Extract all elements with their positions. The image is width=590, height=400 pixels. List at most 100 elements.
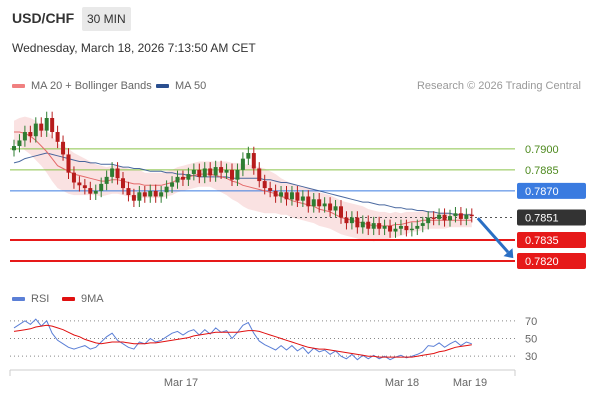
candle-body <box>257 168 262 182</box>
candle-body <box>262 181 267 189</box>
candle-body <box>50 118 55 133</box>
candle-body <box>197 169 202 177</box>
candle-body <box>409 228 414 231</box>
candle-body <box>246 153 251 159</box>
candle-body <box>453 213 458 217</box>
candle-body <box>311 199 316 207</box>
candle-body <box>388 225 393 232</box>
candle-body <box>115 168 120 179</box>
candle-body <box>88 188 93 194</box>
rsi-swatch-icon <box>12 297 25 302</box>
ma50-swatch-icon <box>156 84 169 89</box>
candle-body <box>66 154 71 173</box>
candle-body <box>398 225 403 229</box>
candle-body <box>12 146 16 151</box>
candle-body <box>219 167 224 173</box>
x-tick-label: Mar 19 <box>453 377 487 389</box>
candle-body <box>235 169 240 180</box>
candle-body <box>306 196 311 207</box>
candle-body <box>371 223 376 229</box>
candle-body <box>39 123 44 131</box>
candle-body <box>344 217 349 224</box>
legend-ma50-label: MA 50 <box>175 80 207 92</box>
candle-body <box>170 182 175 187</box>
candle-body <box>22 132 27 141</box>
legend-rsi-ma-label: 9MA <box>81 293 104 305</box>
candle-body <box>328 203 333 211</box>
candle-body <box>104 176 109 184</box>
level-badge-support <box>517 252 586 269</box>
candle-body <box>360 221 365 228</box>
datetime-label: Wednesday, March 18, 2026 7:13:50 AM CET <box>12 41 256 55</box>
candle-body <box>279 192 284 197</box>
candle-body <box>382 225 387 229</box>
candle-body <box>448 216 452 221</box>
candle-body <box>333 206 338 211</box>
level-label-resistance: 0.7900 <box>525 144 559 156</box>
level-label-resistance: 0.7885 <box>525 165 559 177</box>
candle-body <box>191 169 196 175</box>
candle-body <box>110 168 115 177</box>
level-label-support: 0.7835 <box>525 235 559 247</box>
candle-body <box>137 192 142 201</box>
candle-body <box>159 192 164 197</box>
candle-body <box>273 190 278 197</box>
rsi-tick-label: 30 <box>525 351 537 363</box>
rsi-line <box>13 318 472 361</box>
level-label-last: 0.7870 <box>525 186 559 198</box>
legend-ma50: MA 50 <box>156 80 206 92</box>
candle-body <box>442 214 447 221</box>
candle-body <box>121 178 125 189</box>
level-label-last_price: 0.7851 <box>525 213 559 225</box>
candle-body <box>44 118 49 131</box>
candle-body <box>28 132 33 137</box>
candle-body <box>186 174 191 180</box>
copyright-label: Research © 2026 Trading Central <box>416 80 581 92</box>
candle-body <box>322 203 327 207</box>
candle-body <box>213 167 218 176</box>
candle-body <box>99 183 104 191</box>
candle-body <box>224 169 229 173</box>
candle-body <box>295 192 300 201</box>
candle-body <box>366 221 371 229</box>
candle-body <box>339 206 343 218</box>
ma50-line <box>13 152 472 216</box>
rsi-ma-swatch-icon <box>62 297 75 302</box>
candle-body <box>164 186 169 193</box>
candle-body <box>180 176 185 180</box>
timeframe-button[interactable]: 30 MIN <box>82 7 131 31</box>
forecast-arrow-icon <box>476 217 510 254</box>
candle-body <box>431 217 436 219</box>
candle-body <box>289 192 294 200</box>
candle-body <box>131 195 136 201</box>
candle-body <box>404 225 409 231</box>
symbol-label: USD/CHF <box>12 10 75 26</box>
candle-body <box>82 185 87 189</box>
candle-body <box>268 188 273 191</box>
candle-body <box>148 190 153 197</box>
rsi-ma-line <box>13 324 472 358</box>
candle-body <box>458 213 463 219</box>
candle-body <box>93 190 98 194</box>
chart-header: USD/CHF 30 MIN <box>0 0 590 34</box>
candle-body <box>240 158 245 170</box>
candle-body <box>437 214 442 219</box>
rsi-tick-label: 70 <box>525 316 537 328</box>
candle-body <box>415 225 420 229</box>
candle-body <box>426 217 431 224</box>
legend-rsi-ma: 9MA <box>62 293 104 305</box>
candle-body <box>126 188 131 196</box>
forecast-arrowhead-icon <box>503 248 514 259</box>
candle-body <box>202 168 207 177</box>
candle-body <box>469 214 474 217</box>
level-label-support: 0.7820 <box>525 256 559 268</box>
candle-body <box>317 199 322 207</box>
legend-ma20-bollinger: MA 20 + Bollinger Bands <box>12 80 152 92</box>
bollinger-band <box>14 116 472 242</box>
candle-body <box>377 223 382 229</box>
candle-body <box>33 123 38 137</box>
x-tick-label: Mar 18 <box>385 377 419 389</box>
candle-body <box>17 140 22 147</box>
level-badge-support <box>517 231 586 248</box>
candle-body <box>464 214 469 219</box>
